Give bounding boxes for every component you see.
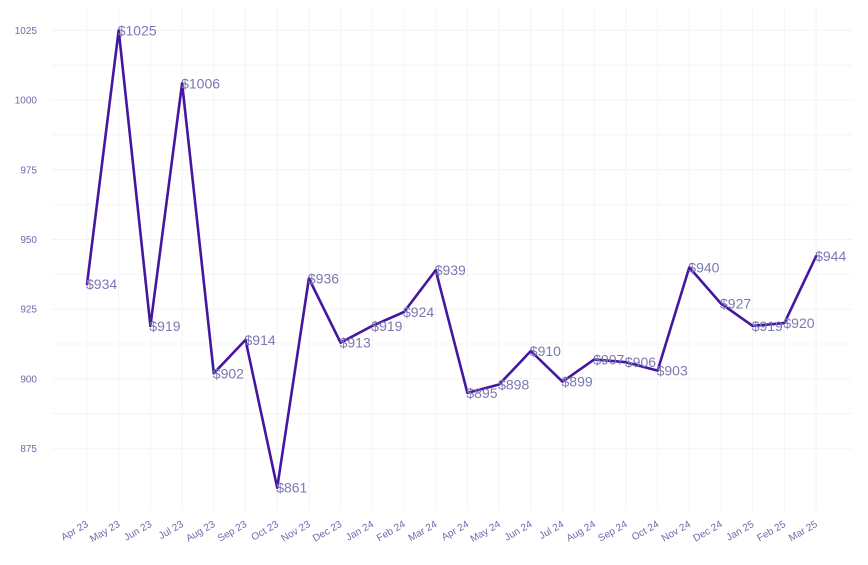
data-label: $902 [213,365,244,381]
data-label: $906 [625,354,656,370]
data-label: $1025 [118,22,157,38]
x-tick-label: Sep 23 [216,519,249,545]
x-tick-label: Feb 24 [375,519,408,544]
y-axis-ticks: 875 900 925 950 975 1000 1025 [15,26,38,455]
x-tick-label: Aug 23 [184,519,217,545]
data-label: $934 [86,276,117,292]
y-tick-label: 900 [20,374,37,385]
data-label: $907 [593,351,624,367]
data-label: $898 [498,377,529,393]
x-tick-label: Jun 24 [503,519,535,544]
x-tick-label: Sep 24 [596,519,629,545]
x-tick-label: Apr 23 [59,519,90,543]
x-tick-label: Jul 23 [157,519,186,542]
data-label: $927 [720,296,751,312]
y-tick-label: 875 [20,444,37,455]
x-tick-label: Mar 24 [407,519,440,544]
data-label: $910 [530,343,561,359]
data-label: $861 [276,480,307,496]
x-tick-label: Mar 25 [787,519,820,544]
data-labels: $934$1025$919$1006$902$914$861$936$913$9… [86,22,846,495]
x-tick-label: Jan 25 [725,519,757,544]
x-tick-label: Jul 24 [537,519,566,542]
y-tick-label: 1025 [15,26,38,37]
y-tick-label: 950 [20,235,37,246]
data-label: $940 [688,259,719,275]
data-label: $924 [403,304,434,320]
x-tick-label: May 24 [469,519,503,545]
data-label: $919 [752,318,783,334]
x-tick-label: Nov 24 [660,519,693,545]
y-tick-label: 925 [20,305,37,316]
data-label: $936 [308,271,339,287]
x-tick-label: Aug 24 [565,519,598,545]
data-label: $920 [783,315,814,331]
data-label: $903 [657,363,688,379]
y-tick-label: 975 [20,165,37,176]
data-label: $939 [435,262,466,278]
x-tick-label: Nov 23 [279,519,312,545]
x-tick-label: Dec 23 [311,519,344,545]
grid-lines [52,8,852,510]
y-tick-label: 1000 [15,96,38,107]
x-tick-label: Jun 23 [122,519,154,544]
data-label: $895 [466,385,497,401]
x-tick-label: Feb 25 [755,519,788,544]
x-tick-label: Oct 24 [630,519,661,543]
x-tick-label: Dec 24 [692,519,725,545]
data-label: $944 [815,248,846,264]
x-tick-label: Apr 24 [440,519,471,543]
data-label: $914 [245,332,276,348]
x-tick-label: Oct 23 [250,519,281,543]
x-tick-label: Jan 24 [344,519,376,544]
data-label: $899 [562,374,593,390]
data-label: $919 [371,318,402,334]
data-label: $919 [149,318,180,334]
data-label: $1006 [181,75,220,91]
x-tick-label: May 23 [88,519,122,545]
series-line [85,29,818,489]
data-label: $913 [340,335,371,351]
